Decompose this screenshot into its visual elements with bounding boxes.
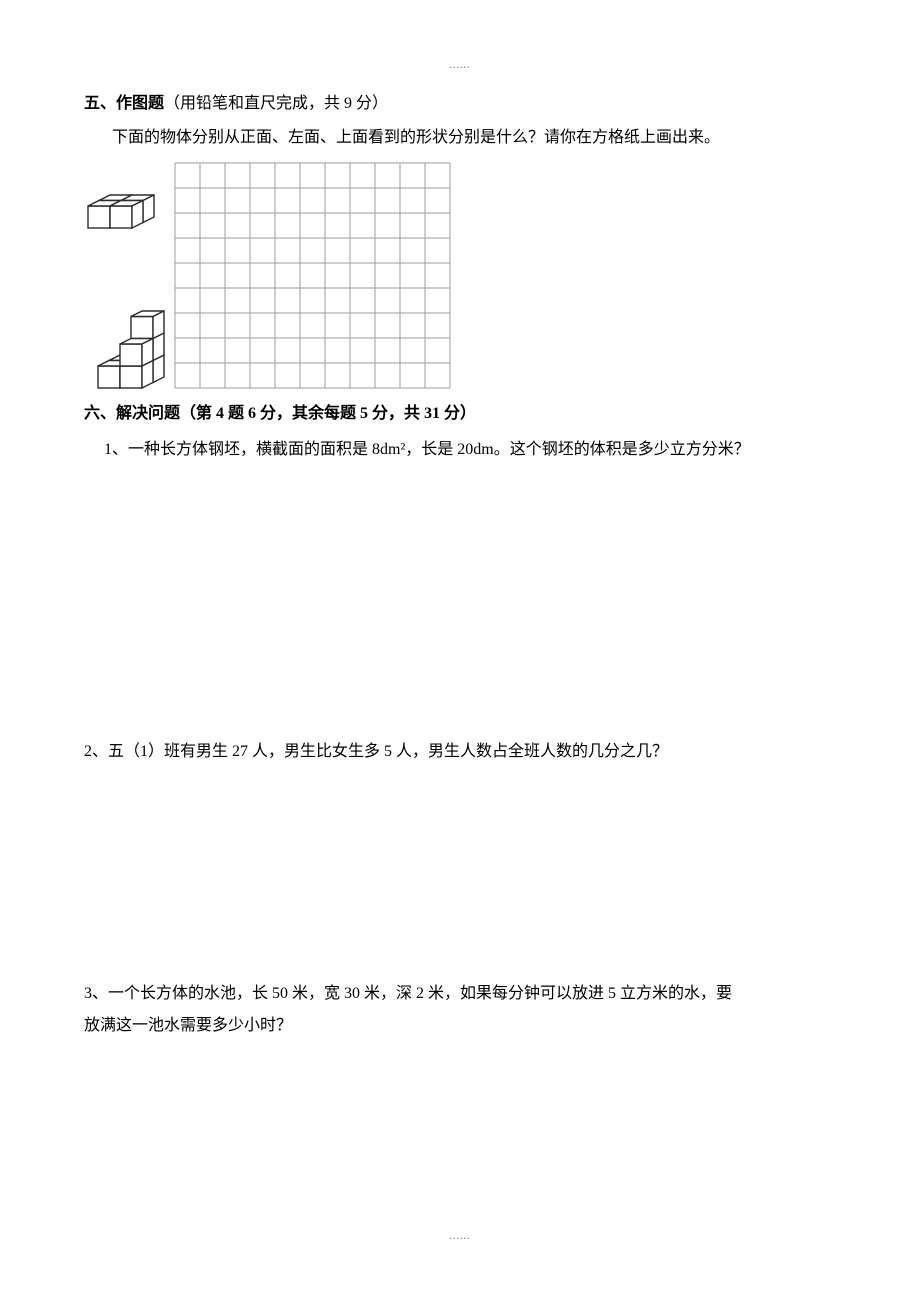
section-6-note: （第 4 题 6 分，其余每题 5 分，共 31 分） bbox=[180, 405, 476, 422]
shapes-column bbox=[84, 162, 174, 394]
spacer bbox=[84, 768, 836, 978]
spacer bbox=[84, 466, 836, 736]
page-content: 五、作图题（用铅笔和直尺完成，共 9 分） 下面的物体分别从正面、左面、上面看到… bbox=[0, 0, 920, 1042]
header-dots: ...... bbox=[0, 60, 920, 71]
question-3-line1: 3、一个长方体的水池，长 50 米，宽 30 米，深 2 米，如果每分钟可以放进… bbox=[84, 978, 836, 1010]
cube-shape-1 bbox=[84, 184, 162, 234]
question-3-line2: 放满这一池水需要多少小时？ bbox=[84, 1010, 836, 1042]
section-6-label: 六、解决问题 bbox=[84, 405, 180, 422]
section-5-label: 五、作图题 bbox=[84, 95, 164, 112]
answer-grid bbox=[174, 162, 451, 389]
footer-dots: ...... bbox=[0, 1231, 920, 1242]
section-6-heading: 六、解决问题（第 4 题 6 分，其余每题 5 分，共 31 分） bbox=[84, 400, 836, 428]
section-5-note: （用铅笔和直尺完成，共 9 分） bbox=[164, 95, 388, 112]
question-2: 2、五（1）班有男生 27 人，男生比女生多 5 人，男生人数占全班人数的几分之… bbox=[84, 736, 836, 768]
section-5-heading: 五、作图题（用铅笔和直尺完成，共 9 分） bbox=[84, 90, 836, 118]
cube-shape-2 bbox=[94, 264, 174, 394]
figure-row bbox=[84, 162, 836, 394]
question-1: 1、一种长方体钢坯，横截面的面积是 8dm²，长是 20dm。这个钢坯的体积是多… bbox=[104, 434, 836, 466]
section-5-prompt: 下面的物体分别从正面、左面、上面看到的形状分别是什么？请你在方格纸上画出来。 bbox=[112, 124, 836, 152]
